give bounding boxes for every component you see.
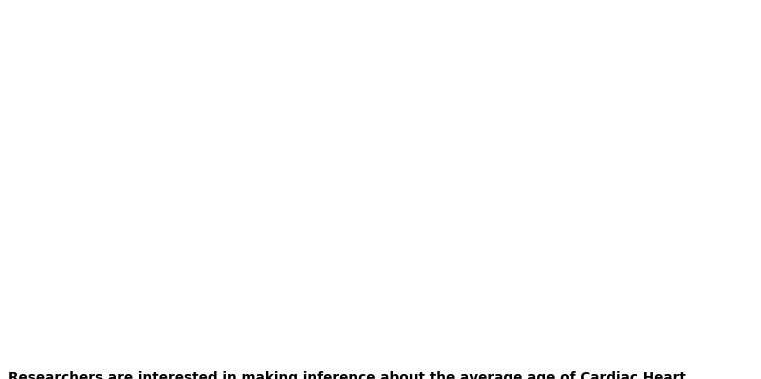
Text: Researchers are interested in making inference about the average age of Cardiac : Researchers are interested in making inf… bbox=[8, 371, 686, 379]
